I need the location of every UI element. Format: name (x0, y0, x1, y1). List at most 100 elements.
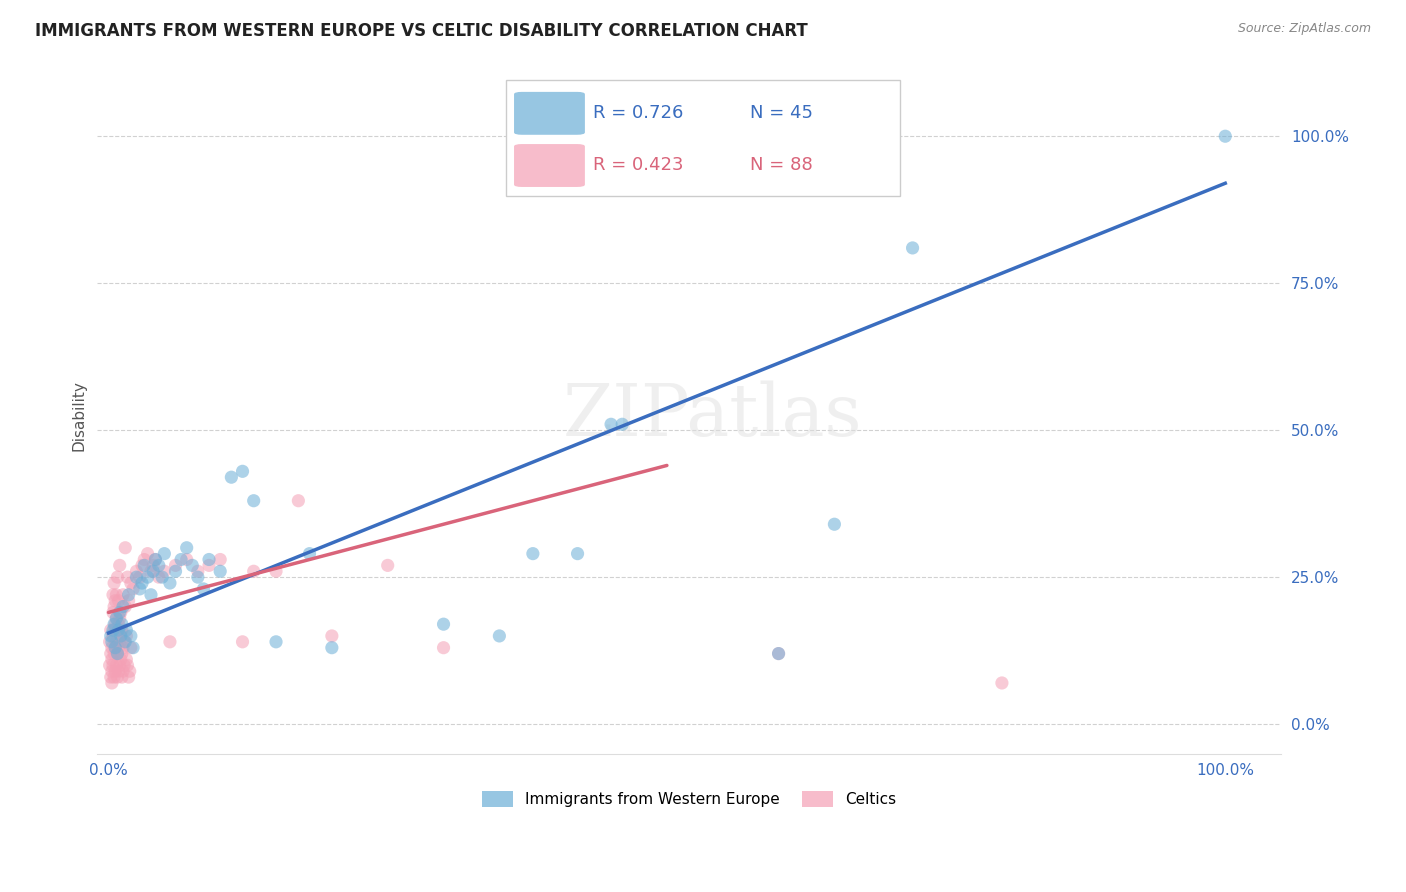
Point (901, 241, 924, 255)
Point (107, 593, 129, 607)
Point (100, 623, 122, 637)
Point (111, 647, 134, 661)
Point (148, 558, 170, 573)
Point (991, 676, 1014, 690)
Point (101, 629, 124, 643)
Point (104, 664, 127, 678)
Point (768, 647, 790, 661)
Point (187, 564, 209, 578)
Point (181, 558, 204, 573)
Point (101, 676, 124, 690)
Point (100, 647, 122, 661)
Point (101, 652, 124, 666)
Point (125, 564, 148, 578)
Point (107, 647, 129, 661)
Legend: Immigrants from Western Europe, Celtics: Immigrants from Western Europe, Celtics (477, 785, 903, 814)
Point (321, 629, 343, 643)
Point (101, 635, 124, 649)
Point (165, 558, 187, 573)
Point (107, 664, 129, 678)
Point (103, 670, 125, 684)
Text: N = 88: N = 88 (751, 156, 813, 174)
Point (142, 558, 165, 573)
Point (118, 664, 141, 678)
Point (134, 558, 156, 573)
Point (377, 558, 399, 573)
Point (488, 629, 510, 643)
Point (165, 564, 187, 578)
Point (105, 588, 128, 602)
Point (107, 617, 129, 632)
Point (242, 564, 264, 578)
Point (432, 640, 454, 655)
Point (122, 640, 145, 655)
Point (139, 564, 162, 578)
Point (114, 541, 136, 555)
Point (105, 611, 128, 625)
Point (768, 647, 790, 661)
Point (209, 552, 232, 566)
Point (108, 611, 131, 625)
Point (131, 576, 153, 591)
Point (117, 593, 139, 607)
Point (117, 570, 139, 584)
Point (101, 658, 124, 673)
Point (1213, 129, 1236, 144)
Point (111, 670, 134, 684)
Point (104, 640, 127, 655)
Point (108, 606, 131, 620)
Point (108, 658, 131, 673)
Point (115, 623, 138, 637)
Point (159, 635, 181, 649)
Point (567, 547, 589, 561)
Point (98, 635, 121, 649)
Point (115, 652, 138, 666)
Point (107, 570, 129, 584)
Point (145, 552, 167, 566)
Point (198, 552, 221, 566)
Point (120, 640, 142, 655)
Point (125, 570, 148, 584)
Point (298, 547, 321, 561)
Point (150, 570, 173, 584)
Point (98, 658, 121, 673)
Point (142, 564, 165, 578)
Point (107, 623, 129, 637)
Point (187, 570, 209, 584)
Point (153, 564, 176, 578)
Point (136, 570, 159, 584)
Text: IMMIGRANTS FROM WESTERN EUROPE VS CELTIC DISABILITY CORRELATION CHART: IMMIGRANTS FROM WESTERN EUROPE VS CELTIC… (35, 22, 808, 40)
Text: R = 0.423: R = 0.423 (593, 156, 683, 174)
Point (600, 417, 623, 432)
Point (231, 464, 253, 478)
Point (110, 606, 132, 620)
Point (111, 623, 134, 637)
Point (110, 629, 132, 643)
Point (107, 623, 129, 637)
Point (114, 635, 136, 649)
Text: Source: ZipAtlas.com: Source: ZipAtlas.com (1237, 22, 1371, 36)
Point (117, 670, 139, 684)
Point (112, 640, 135, 655)
Point (104, 617, 127, 632)
Point (612, 417, 634, 432)
Point (170, 552, 193, 566)
Point (112, 635, 135, 649)
FancyBboxPatch shape (506, 80, 900, 196)
Point (117, 658, 139, 673)
Point (120, 576, 142, 591)
Point (103, 576, 125, 591)
Point (104, 593, 127, 607)
Point (139, 588, 162, 602)
Point (823, 517, 845, 532)
Point (148, 570, 170, 584)
Point (136, 547, 159, 561)
Point (108, 558, 131, 573)
Point (264, 564, 287, 578)
Point (221, 470, 243, 484)
Point (131, 558, 153, 573)
Point (112, 588, 135, 602)
Point (101, 588, 124, 602)
Point (128, 582, 150, 596)
Point (231, 635, 253, 649)
